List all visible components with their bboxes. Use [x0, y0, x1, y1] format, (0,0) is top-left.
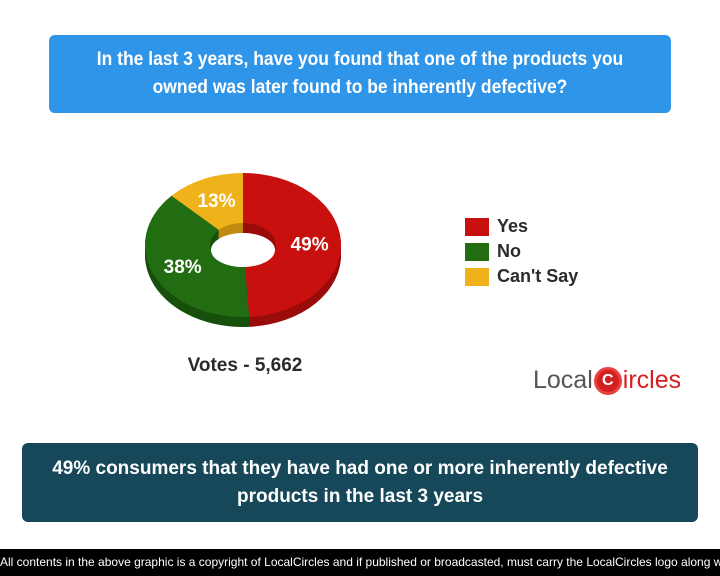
legend: Yes No Can't Say: [465, 214, 578, 289]
question-banner: In the last 3 years, have you found that…: [49, 35, 671, 113]
logo-pin-icon: C: [593, 366, 622, 395]
legend-item-yes: Yes: [465, 214, 578, 239]
question-text: In the last 3 years, have you found that…: [96, 49, 624, 98]
slice-can-t-say: [171, 173, 243, 230]
legend-label: Yes: [497, 216, 529, 236]
donut-hole: [211, 233, 275, 267]
legend-swatch: [465, 242, 489, 261]
logo-text-local: Local: [533, 366, 593, 394]
copyright-footer: All contents in the above graphic is a c…: [0, 549, 720, 576]
votes-count: Votes - 5,662: [187, 355, 303, 376]
localcircles-logo: Local C ircles: [533, 366, 681, 395]
slice-yes: [243, 173, 341, 317]
data-label: 13%: [198, 191, 236, 212]
data-label: 49%: [291, 234, 329, 255]
logo-text-ircles: ircles: [622, 366, 682, 394]
legend-label: No: [497, 241, 521, 261]
result-text: 49% consumers that they have had one or …: [52, 457, 668, 507]
legend-item-cant-say: Can't Say: [465, 264, 578, 289]
data-label: 38%: [164, 257, 202, 278]
legend-item-no: No: [465, 239, 578, 264]
slice-no: [144, 195, 250, 317]
result-banner: 49% consumers that they have had one or …: [22, 443, 698, 522]
legend-label: Can't Say: [497, 266, 579, 286]
legend-swatch: [465, 217, 489, 236]
legend-swatch: [465, 267, 489, 286]
